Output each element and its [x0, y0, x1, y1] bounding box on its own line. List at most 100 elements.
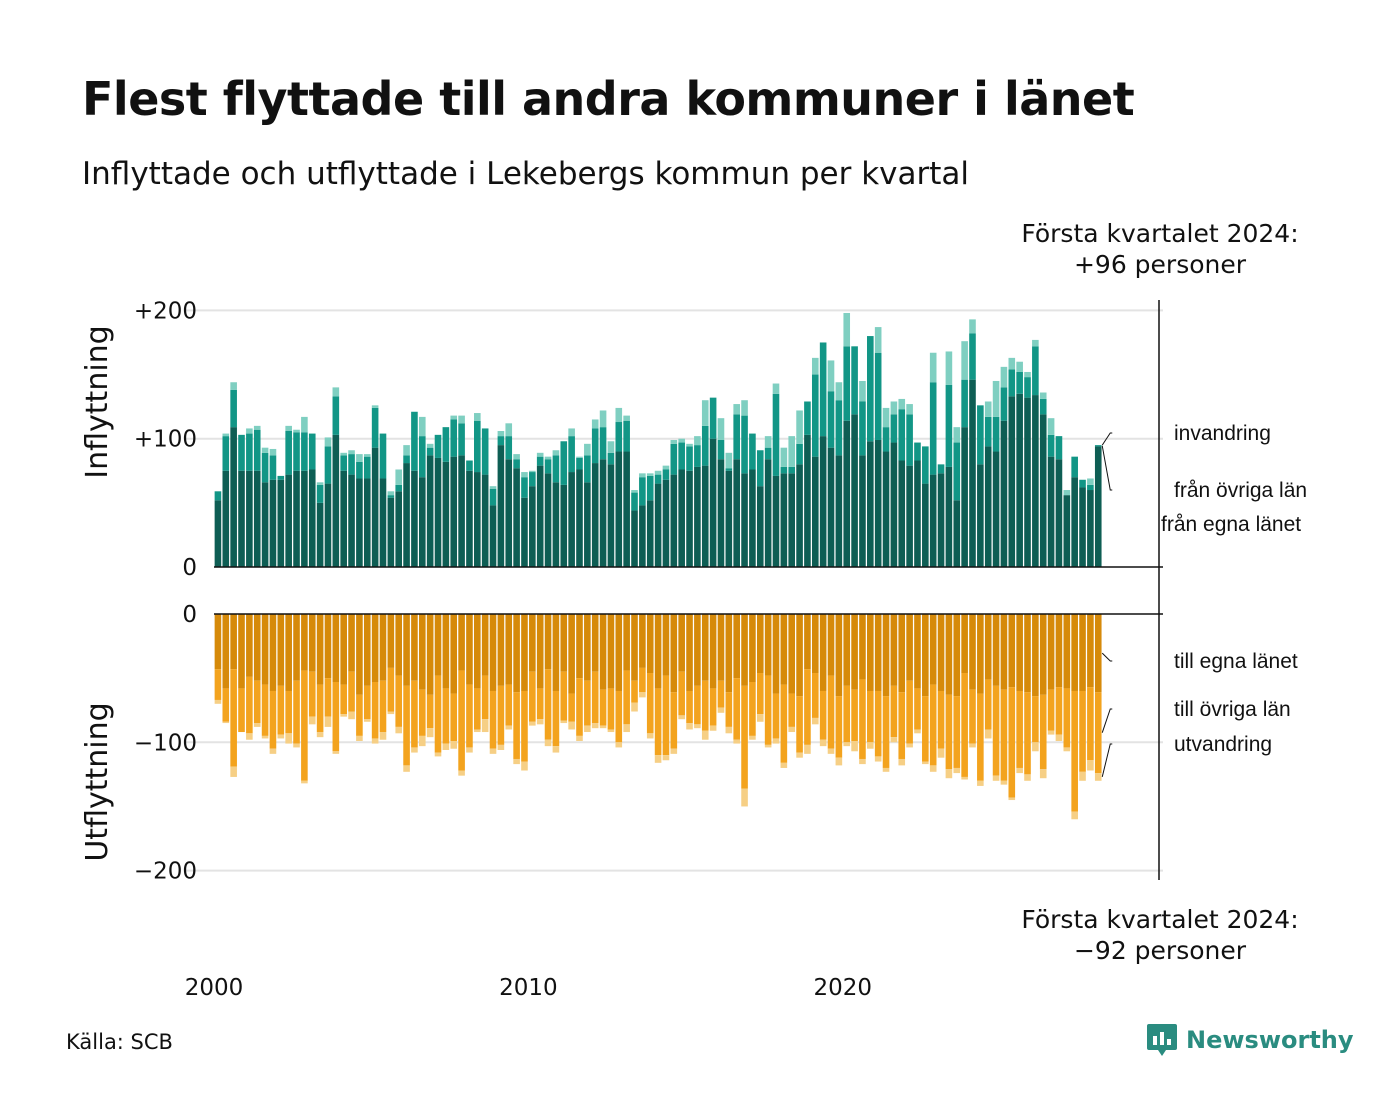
bar-in-0-38 — [513, 468, 520, 567]
bar-in-2-14 — [324, 437, 332, 447]
bar-out-1-54 — [639, 667, 646, 693]
bar-out-1-34 — [481, 675, 489, 720]
bar-out-2-112 — [1094, 773, 1102, 781]
bar-out-2-109 — [1071, 811, 1078, 820]
bar-in-1-43 — [552, 455, 560, 483]
bar-in-1-54 — [639, 477, 646, 506]
leader-line — [1101, 708, 1113, 733]
bar-in-0-74 — [796, 464, 803, 567]
bar-in-0-88 — [906, 465, 913, 567]
bar-in-1-6 — [261, 452, 269, 483]
bar-in-0-17 — [348, 474, 355, 567]
bar-in-0-67 — [741, 473, 748, 567]
bar-out-1-5 — [253, 680, 261, 724]
bar-out-0-44 — [560, 614, 568, 672]
y-axis-label-inflow: Inflyttning — [80, 325, 115, 478]
bar-in-0-80 — [843, 420, 851, 567]
bar-in-0-92 — [937, 473, 945, 567]
bar-in-1-89 — [914, 442, 921, 461]
bar-in-1-104 — [1032, 346, 1039, 396]
bar-out-1-41 — [536, 688, 544, 720]
axes — [214, 566, 1163, 615]
bar-in-2-9 — [285, 425, 292, 431]
bar-in-2-5 — [253, 425, 261, 430]
bar-out-2-0 — [214, 699, 222, 704]
bar-out-0-53 — [631, 614, 638, 681]
bar-out-2-85 — [882, 767, 890, 772]
bar-in-1-57 — [662, 469, 670, 480]
bar-out-1-42 — [544, 669, 552, 740]
bar-in-1-48 — [591, 428, 599, 464]
bar-in-2-53 — [631, 490, 638, 493]
bar-in-0-21 — [379, 478, 387, 567]
bar-in-0-30 — [450, 456, 458, 567]
bar-in-1-53 — [631, 492, 638, 511]
bar-out-1-7 — [269, 690, 277, 749]
bar-in-2-61 — [694, 436, 701, 446]
bar-in-2-15 — [332, 387, 340, 397]
bar-out-1-3 — [238, 688, 245, 733]
bar-out-2-67 — [741, 788, 748, 807]
bar-in-1-39 — [521, 477, 528, 498]
bar-out-1-48 — [591, 671, 599, 724]
bar-out-1-9 — [285, 690, 292, 734]
bar-out-2-100 — [1000, 780, 1008, 785]
bar-out-2-29 — [442, 743, 450, 750]
bar-out-2-91 — [929, 765, 937, 772]
bar-in-0-61 — [694, 466, 701, 567]
bar-out-1-21 — [379, 680, 387, 733]
bar-in-2-47 — [584, 443, 591, 456]
bar-in-2-60 — [686, 443, 693, 447]
bar-out-0-43 — [552, 614, 560, 691]
bar-in-0-34 — [481, 474, 489, 567]
bar-out-0-85 — [882, 614, 890, 697]
bar-in-0-104 — [1032, 395, 1039, 567]
bar-out-1-72 — [780, 684, 788, 763]
bar-out-1-6 — [261, 684, 269, 736]
bar-out-0-21 — [379, 614, 387, 681]
bar-in-1-40 — [529, 472, 536, 487]
bar-in-2-49 — [599, 410, 607, 428]
bar-in-0-47 — [584, 482, 591, 567]
bar-out-2-72 — [780, 762, 788, 768]
bar-in-2-104 — [1032, 339, 1039, 347]
bar-out-2-25 — [411, 747, 418, 753]
bar-out-0-35 — [489, 614, 497, 691]
bar-out-2-87 — [898, 758, 906, 766]
bar-out-1-91 — [929, 684, 937, 766]
bar-out-2-96 — [969, 743, 976, 748]
bar-out-1-112 — [1094, 692, 1102, 774]
bar-in-1-99 — [992, 416, 1000, 452]
bar-out-0-47 — [584, 614, 591, 681]
bar-out-0-78 — [827, 614, 835, 676]
bar-out-0-0 — [214, 614, 222, 670]
y-tick-outflow: 0 — [182, 602, 197, 628]
bar-in-0-32 — [466, 470, 473, 567]
bar-out-1-104 — [1032, 696, 1039, 743]
bar-in-2-101 — [1008, 357, 1016, 370]
series-labels: invandring från övriga län från egna länet… — [1101, 422, 1307, 778]
bar-in-0-2 — [230, 427, 237, 567]
bar-in-0-25 — [411, 470, 418, 567]
bar-in-0-37 — [505, 459, 513, 567]
bar-out-1-97 — [977, 693, 984, 781]
bar-in-0-64 — [717, 459, 725, 567]
bar-in-1-3 — [238, 434, 245, 471]
bar-in-0-98 — [984, 446, 992, 567]
bar-in-1-28 — [434, 434, 442, 458]
bar-in-0-8 — [277, 479, 285, 567]
bar-out-1-64 — [717, 680, 725, 708]
bar-in-2-102 — [1016, 361, 1023, 372]
bar-in-0-1 — [222, 470, 230, 567]
leader-line — [1101, 652, 1113, 662]
bar-in-1-16 — [340, 455, 347, 471]
bar-out-0-103 — [1024, 614, 1031, 693]
bar-out-1-101 — [1008, 687, 1016, 798]
bar-in-2-94 — [953, 427, 961, 443]
bar-out-1-81 — [851, 689, 858, 742]
bar-in-2-71 — [772, 383, 780, 394]
bar-out-1-79 — [835, 696, 843, 758]
bar-out-1-68 — [749, 682, 756, 736]
bar-in-0-79 — [835, 455, 843, 567]
bar-in-2-27 — [426, 443, 434, 448]
